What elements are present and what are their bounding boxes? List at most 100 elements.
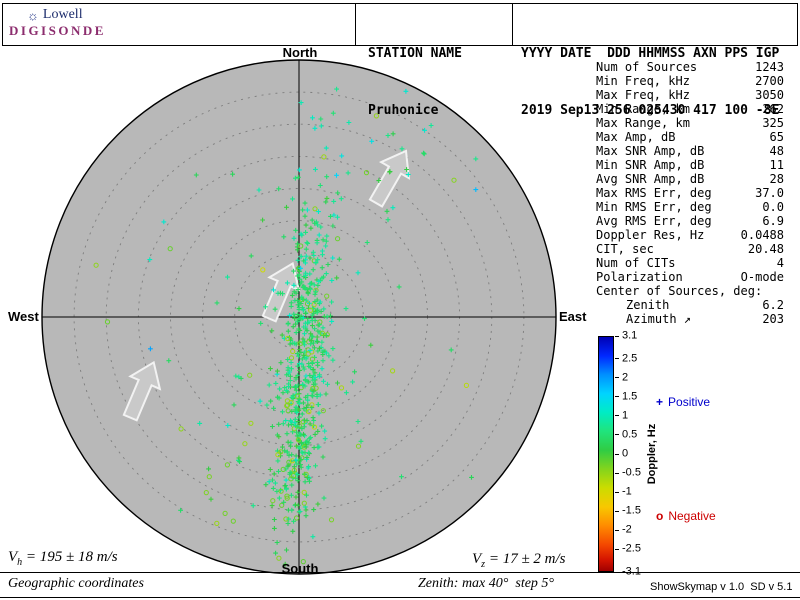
stat-value: 0.0 [762,200,784,214]
stat-value: 3050 [755,88,784,102]
header: ☼ Lowell DIGISONDE STATION NAME Pruhonic… [2,3,798,118]
colorbar-tickmark [615,434,619,436]
colorbar-tickmark [615,358,619,360]
legend-negative-label: Negative [668,509,716,523]
stat-label: Polarization [596,270,683,284]
stat-value: 37.0 [755,186,784,200]
legend-positive-label: Positive [668,395,711,409]
axes-crosshair [42,60,556,574]
stat-row: Azimuth ↗ 203 [596,312,784,326]
stat-row: Min RMS Err, deg 0.0 [596,200,784,214]
colorbar-tick-label: 3.1 [622,329,638,342]
station-name-value: Pruhonice [368,103,439,118]
stat-row: CIT, sec 20.48 [596,242,784,256]
stat-value: 6.9 [762,214,784,228]
stat-value: 4 [776,256,784,270]
colorbar-tick-label: 2 [622,371,629,384]
center-of-sources-header: Center of Sources, deg: [596,284,763,298]
stats-list: Num of Sources 1243 Min Freq, kHz 2700 Max F… [596,60,784,326]
stat-value: 262 [762,102,784,116]
vh-symbol: V [8,549,18,565]
stat-label: Max RMS Err, deg [596,186,712,200]
drift-arrow-icon [368,149,411,208]
stat-label: Max Amp, dB [596,130,676,144]
vz-value: = 17 ± 2 m/s [485,551,566,567]
colorbar-title: Doppler, Hz [646,423,658,485]
circle-marker-icon: o [656,509,664,523]
compass-label-east: East [559,309,587,324]
stat-row: Max SNR Amp, dB 48 [596,144,784,158]
datetime-fields-cell: YYYY DATE DDD HHMMSS AXN PPS IGP 2019 Se… [512,4,797,118]
colorbar-tickmark [615,396,619,398]
stat-label: Min Range, km [596,102,690,116]
stat-row: Polarization O-mode [596,270,784,284]
stat-label: Min Freq, kHz [596,74,690,88]
stat-row: Avg RMS Err, deg 6.9 [596,214,784,228]
stat-row: Max Range, km 325 [596,116,784,130]
legend-positive: + Positive [656,395,710,409]
sun-icon: ☼ [27,7,39,23]
station-name-cell: STATION NAME Pruhonice [355,4,512,118]
station-name-title: STATION NAME [368,46,462,61]
colorbar-tickmark [615,491,619,493]
bottom-border-line [0,597,800,598]
doppler-colorbar [598,336,614,572]
horizontal-velocity-label: Vh = 195 ± 18 m/s [8,549,118,568]
stat-row: Num of CITs 4 [596,256,784,270]
colorbar-tick-label: 0 [622,447,629,460]
colorbar-tickmark [615,415,619,417]
colorbar-tick-label: -2.5 [622,542,641,555]
zenith-range-label: Zenith: max 40° step 5° [418,576,555,591]
compass-label-west: West [8,309,39,324]
colorbar-tick-label: 1.5 [622,390,638,403]
colorbar-tick-label: 0.5 [622,428,638,441]
stat-row: Avg SNR Amp, dB 28 [596,172,784,186]
logo-lowell-text: Lowell [42,7,83,22]
stat-row: Max RMS Err, deg 37.0 [596,186,784,200]
stat-value: 203 [762,312,784,326]
colorbar-tick-label: -1.5 [622,504,641,517]
stat-row: Doppler Res, Hz 0.0488 [596,228,784,242]
stat-label: Num of CITs [596,256,676,270]
stat-row: Min Range, km 262 [596,102,784,116]
stat-label: Max SNR Amp, dB [596,144,705,158]
stat-label: Zenith [626,298,670,312]
stat-value: 6.2 [762,298,784,312]
doppler-colorbar-area: Doppler, Hz 3.1 2.5 2 1.5 1 0.5 0 -0.5 -1 -1.5 -2 -… [598,329,798,586]
stat-value: 2700 [755,74,784,88]
drift-arrow-icon [122,360,162,422]
plus-marker-icon: + [656,395,664,409]
stat-value: O-mode [740,270,784,284]
colorbar-tick-label: 2.5 [622,352,638,365]
datetime-fields-title: YYYY DATE DDD HHMMSS AXN PPS IGP [521,46,780,61]
stat-row: Zenith 6.2 [596,298,784,312]
stat-label: Min SNR Amp, dB [596,158,705,172]
stat-label: Max Freq, kHz [596,88,690,102]
stat-label: Avg SNR Amp, dB [596,172,705,186]
colorbar-tickmark [615,529,619,531]
compass-label-south: South [281,561,319,576]
legend-negative: o Negative [656,509,716,523]
colorbar-tickmark [615,510,619,512]
stat-label: Azimuth ↗ [626,312,692,326]
scatter-source-points [93,86,479,567]
colorbar-tick-label: -1 [622,485,632,498]
stat-row: Max Freq, kHz 3050 [596,88,784,102]
vh-subscript: h [17,557,23,568]
stat-row: Min Freq, kHz 2700 [596,74,784,88]
datetime-fields-values: 2019 Sep13 256 025430 417 100 -8E [521,103,780,118]
colorbar-tick-label: -2 [622,523,632,536]
coordinates-mode-label: Geographic coordinates [8,576,144,591]
vertical-velocity-label: Vz = 17 ± 2 m/s [472,551,566,570]
source-statistics-panel: Num of Sources 1243 Min Freq, kHz 2700 Max F… [596,60,784,326]
vz-subscript: z [481,559,486,570]
stat-row: Max Amp, dB 65 [596,130,784,144]
stat-label: Min RMS Err, deg [596,200,712,214]
stat-label: Max Range, km [596,116,690,130]
lowell-digisonde-logo: ☼ Lowell DIGISONDE [3,4,355,45]
vz-symbol: V [472,551,482,567]
stat-value: 65 [769,130,784,144]
stat-value: 0.0488 [740,228,784,242]
